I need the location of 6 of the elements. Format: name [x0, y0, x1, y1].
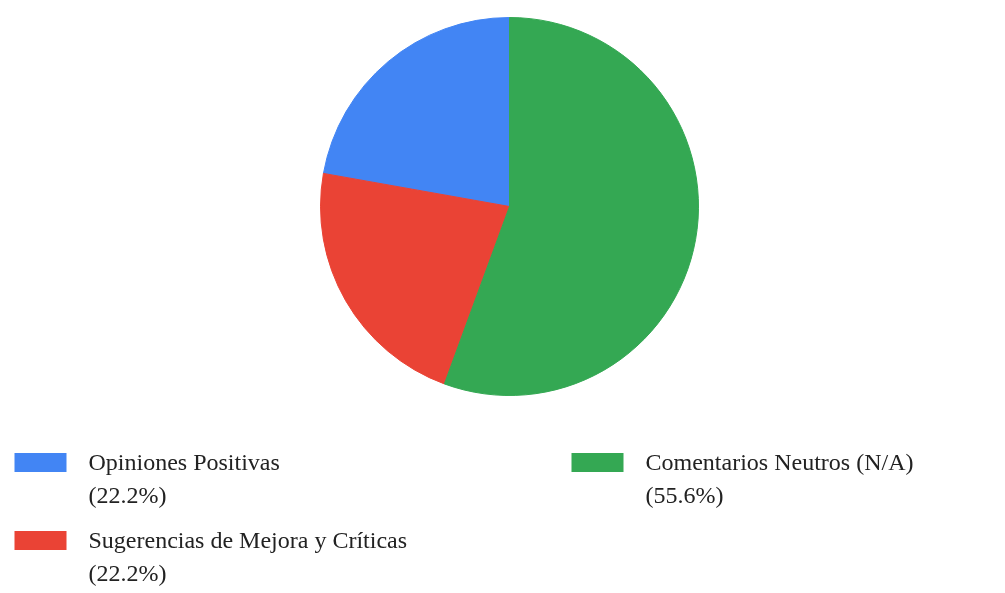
- data-label: (22.2%): [88, 482, 167, 509]
- legend-label: Opiniones Positivas: [88, 448, 280, 475]
- data-label: (22.2%): [88, 560, 167, 587]
- legend-label: Comentarios Neutros (N/A): [645, 448, 914, 475]
- data-label: (55.6%): [645, 482, 724, 509]
- legend-label: Sugerencias de Mejora y Críticas: [88, 526, 408, 553]
